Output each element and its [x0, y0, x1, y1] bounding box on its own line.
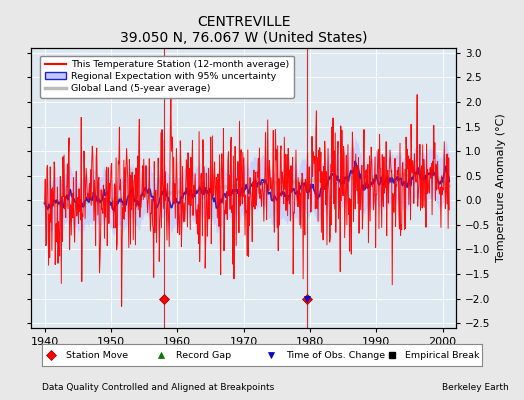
- Text: Station Move: Station Move: [66, 350, 128, 360]
- Legend: This Temperature Station (12-month average), Regional Expectation with 95% uncer: This Temperature Station (12-month avera…: [40, 56, 293, 98]
- Text: Data Quality Controlled and Aligned at Breakpoints: Data Quality Controlled and Aligned at B…: [42, 383, 274, 392]
- Text: Record Gap: Record Gap: [176, 350, 231, 360]
- Y-axis label: Temperature Anomaly (°C): Temperature Anomaly (°C): [496, 114, 506, 262]
- Title: CENTREVILLE
39.050 N, 76.067 W (United States): CENTREVILLE 39.050 N, 76.067 W (United S…: [120, 15, 367, 46]
- Text: Empirical Break: Empirical Break: [405, 350, 479, 360]
- Text: Time of Obs. Change: Time of Obs. Change: [286, 350, 385, 360]
- Text: Berkeley Earth: Berkeley Earth: [442, 383, 508, 392]
